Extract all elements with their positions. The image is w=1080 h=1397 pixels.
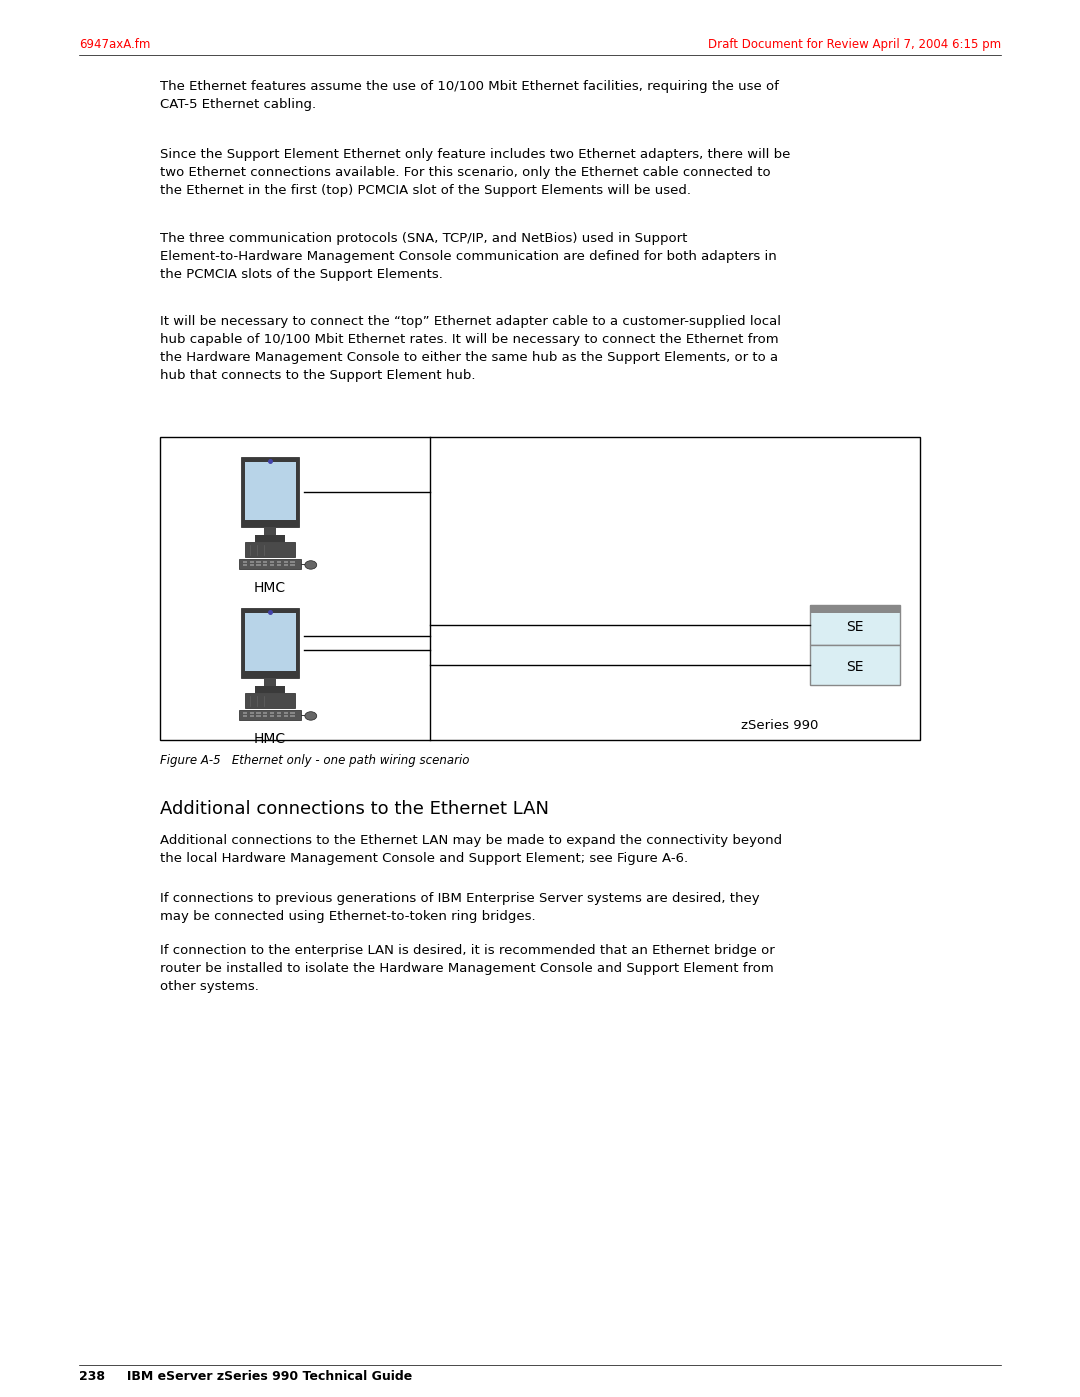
Text: SE: SE: [847, 620, 864, 634]
Text: 238     IBM eServer zSeries 990 Technical Guide: 238 IBM eServer zSeries 990 Technical Gu…: [79, 1370, 413, 1383]
Bar: [276, 564, 281, 566]
Bar: [264, 527, 276, 535]
Bar: [249, 715, 254, 717]
Bar: [284, 564, 288, 566]
Bar: [276, 711, 281, 714]
Bar: [291, 564, 295, 566]
Bar: [284, 715, 288, 717]
Bar: [241, 457, 299, 527]
Bar: [243, 560, 247, 563]
Bar: [256, 711, 260, 714]
Bar: [264, 560, 268, 563]
Text: If connections to previous generations of IBM Enterprise Server systems are desi: If connections to previous generations o…: [160, 893, 759, 923]
Bar: [264, 711, 268, 714]
Bar: [284, 560, 288, 563]
Bar: [243, 715, 247, 717]
Bar: [270, 564, 274, 566]
Bar: [256, 715, 260, 717]
Ellipse shape: [305, 560, 316, 569]
Bar: [244, 462, 296, 520]
Text: Additional connections to the Ethernet LAN: Additional connections to the Ethernet L…: [160, 800, 549, 819]
Text: It will be necessary to connect the “top” Ethernet adapter cable to a customer-s: It will be necessary to connect the “top…: [160, 314, 781, 381]
Bar: [243, 564, 247, 566]
Bar: [264, 564, 268, 566]
Text: Draft Document for Review April 7, 2004 6:15 pm: Draft Document for Review April 7, 2004 …: [707, 38, 1001, 52]
Bar: [245, 542, 295, 557]
Text: HMC: HMC: [254, 581, 286, 595]
Bar: [256, 564, 260, 566]
Bar: [264, 715, 268, 717]
Text: The three communication protocols (SNA, TCP/IP, and NetBios) used in Support
Ele: The three communication protocols (SNA, …: [160, 232, 777, 281]
Text: Additional connections to the Ethernet LAN may be made to expand the connectivit: Additional connections to the Ethernet L…: [160, 834, 782, 865]
Bar: [240, 710, 300, 721]
Text: If connection to the enterprise LAN is desired, it is recommended that an Ethern: If connection to the enterprise LAN is d…: [160, 944, 774, 993]
Bar: [249, 560, 254, 563]
Bar: [291, 715, 295, 717]
Text: The Ethernet features assume the use of 10/100 Mbit Ethernet facilities, requiri: The Ethernet features assume the use of …: [160, 80, 779, 110]
Bar: [255, 686, 285, 693]
Ellipse shape: [305, 711, 316, 721]
Bar: [270, 715, 274, 717]
Bar: [276, 715, 281, 717]
Text: Since the Support Element Ethernet only feature includes two Ethernet adapters, : Since the Support Element Ethernet only …: [160, 148, 791, 197]
Bar: [276, 560, 281, 563]
Text: Figure A-5   Ethernet only - one path wiring scenario: Figure A-5 Ethernet only - one path wiri…: [160, 754, 470, 767]
Bar: [270, 560, 274, 563]
Bar: [243, 711, 247, 714]
Bar: [240, 559, 300, 569]
Bar: [810, 645, 900, 685]
Bar: [291, 711, 295, 714]
Bar: [241, 608, 299, 678]
Bar: [249, 711, 254, 714]
Bar: [810, 605, 900, 613]
Bar: [291, 560, 295, 563]
Bar: [284, 711, 288, 714]
Text: zSeries 990: zSeries 990: [741, 719, 819, 732]
Text: 6947axA.fm: 6947axA.fm: [79, 38, 150, 52]
Bar: [249, 564, 254, 566]
Bar: [810, 605, 900, 645]
Bar: [244, 613, 296, 671]
Bar: [245, 693, 295, 708]
Bar: [255, 535, 285, 542]
Text: HMC: HMC: [254, 732, 286, 746]
Bar: [270, 711, 274, 714]
Text: SE: SE: [847, 659, 864, 673]
Bar: [160, 437, 920, 740]
Bar: [256, 560, 260, 563]
Bar: [264, 678, 276, 686]
